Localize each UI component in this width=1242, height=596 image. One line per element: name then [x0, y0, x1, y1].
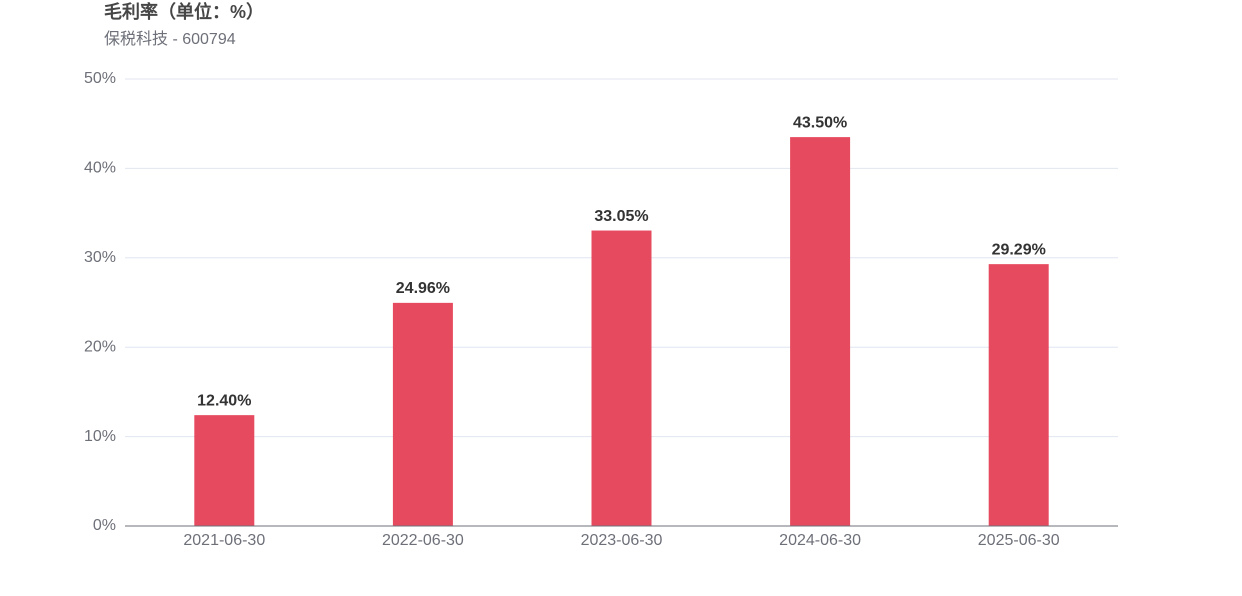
- data-label: 43.50%: [793, 114, 847, 131]
- chart-subtitle: 保税科技 - 600794: [104, 30, 236, 48]
- bar: [591, 230, 652, 526]
- y-tick-label: 20%: [84, 338, 116, 355]
- data-label: 24.96%: [396, 280, 450, 297]
- data-label: 33.05%: [594, 208, 648, 225]
- y-tick-label: 40%: [84, 160, 116, 177]
- x-tick-label: 2023-06-30: [581, 532, 663, 549]
- x-tick-label: 2021-06-30: [183, 532, 265, 549]
- y-tick-label: 10%: [84, 428, 116, 445]
- bar: [194, 415, 255, 526]
- x-tick-label: 2025-06-30: [978, 532, 1060, 549]
- bar: [988, 264, 1049, 526]
- data-label: 29.29%: [992, 241, 1046, 258]
- y-tick-label: 30%: [84, 249, 116, 266]
- data-label: 12.40%: [197, 392, 251, 409]
- bar: [392, 302, 453, 526]
- y-tick-label: 50%: [84, 70, 116, 87]
- y-tick-label: 0%: [93, 517, 116, 534]
- x-tick-label: 2024-06-30: [779, 532, 861, 549]
- chart-title: 毛利率（单位：%）: [104, 1, 264, 22]
- x-tick-label: 2022-06-30: [382, 532, 464, 549]
- bar: [790, 137, 851, 527]
